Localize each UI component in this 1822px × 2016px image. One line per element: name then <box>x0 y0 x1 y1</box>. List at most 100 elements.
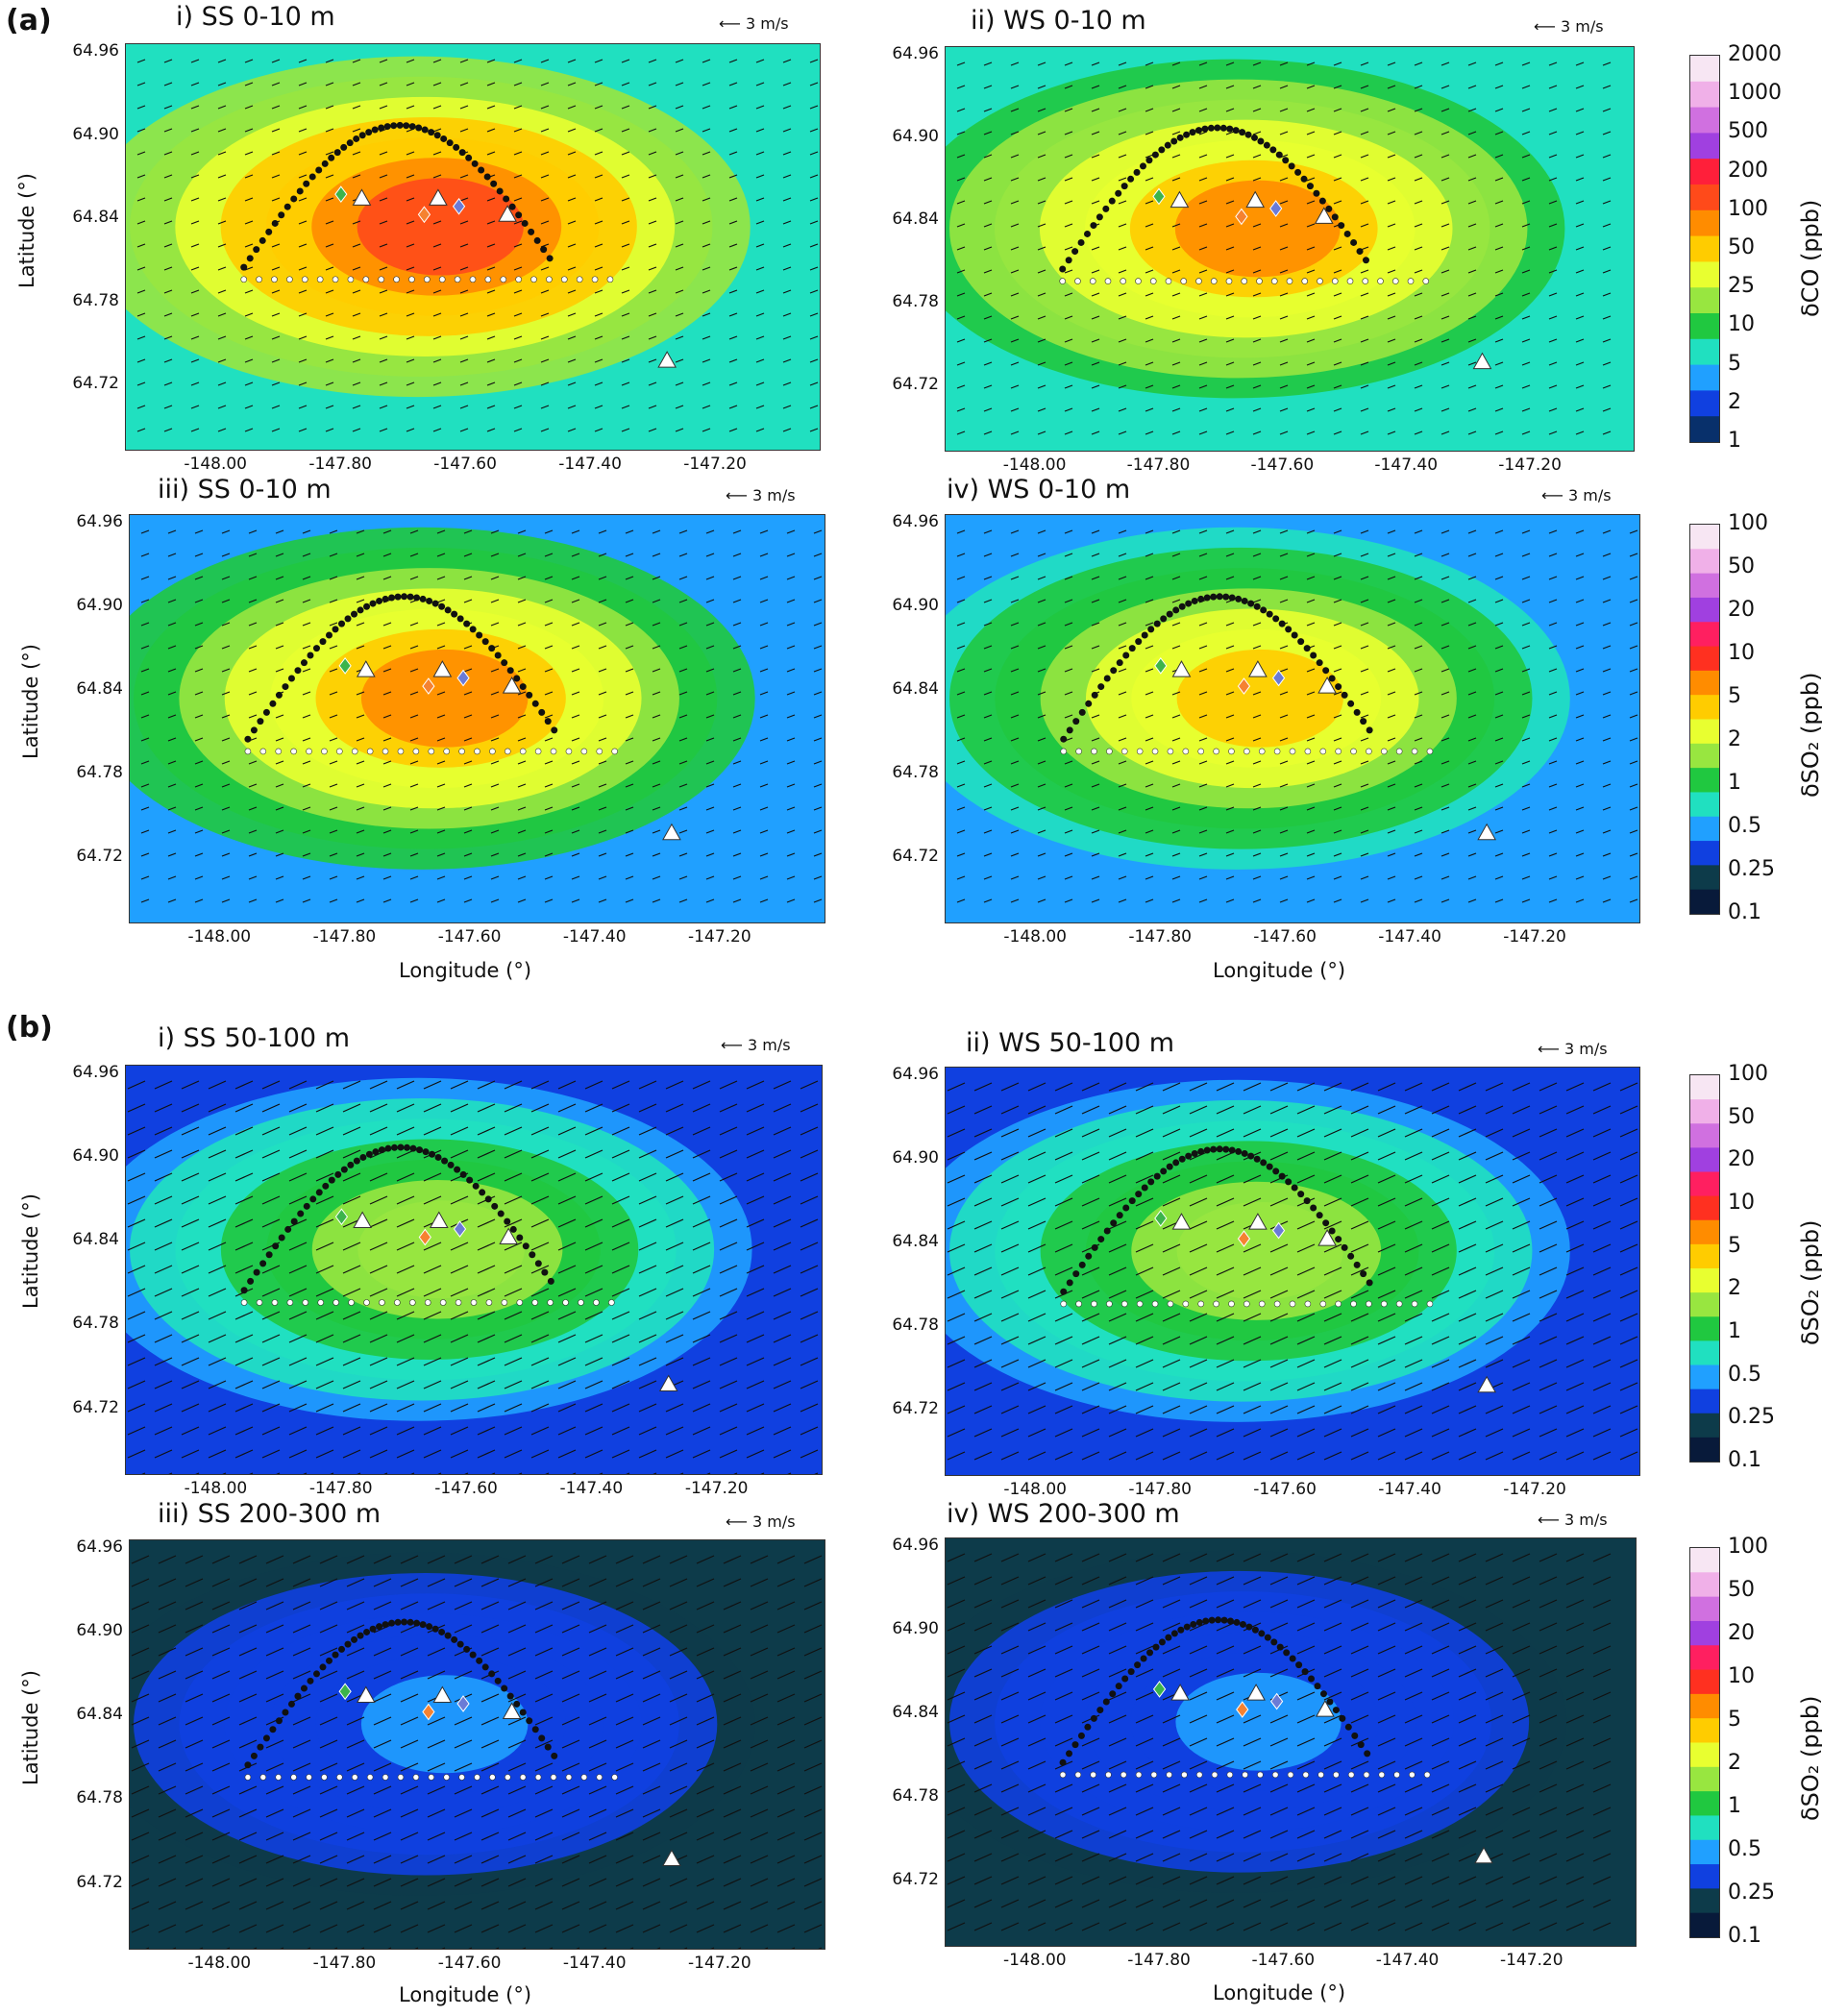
wind-arrow <box>302 852 311 857</box>
wind-arrow <box>181 1334 200 1343</box>
wind-arrow <box>625 714 634 719</box>
wind-arrow <box>1171 61 1181 66</box>
wind-arrow <box>1602 338 1612 343</box>
wind-arrow <box>163 243 173 248</box>
wind-arrow <box>813 829 823 834</box>
wind-arrow <box>561 1855 580 1864</box>
wind-arrow <box>973 1290 993 1299</box>
source-triangle <box>352 188 372 206</box>
wind-arrow <box>665 1242 684 1251</box>
route-point <box>531 700 539 707</box>
wind-arrow <box>588 1785 607 1795</box>
wind-arrow <box>652 645 661 650</box>
wind-arrow <box>561 1785 580 1795</box>
wind-arrow <box>1467 269 1477 274</box>
wind-arrow <box>477 1380 496 1389</box>
wind-arrow <box>1360 645 1369 650</box>
wind-arrow <box>561 1601 580 1610</box>
wind-arrow <box>1565 1082 1585 1092</box>
sampling-route <box>244 1618 618 1781</box>
wind-arrow <box>611 1311 630 1320</box>
route-point <box>1089 278 1096 284</box>
wind-arrow <box>615 1555 634 1564</box>
route-point <box>1239 129 1246 136</box>
wind-arrow <box>732 691 742 696</box>
wind-arrow <box>675 82 684 86</box>
wind-arrow <box>373 1855 392 1864</box>
wind-arrow <box>1118 714 1127 719</box>
route-point <box>1149 278 1157 284</box>
wind-arrow <box>813 875 823 880</box>
wind-arrow <box>356 875 365 880</box>
wind-arrow <box>1296 1220 1316 1230</box>
wind-arrow <box>1414 852 1423 857</box>
wind-arrow <box>1485 1266 1504 1276</box>
wind-arrow <box>947 1128 966 1138</box>
wind-arrow <box>652 529 661 534</box>
wind-arrow <box>1467 430 1477 435</box>
wind-arrow <box>1539 1451 1558 1461</box>
wind-arrow <box>1216 1553 1235 1562</box>
wind-arrow <box>534 1762 554 1772</box>
wind-arrow <box>517 783 527 788</box>
route-point <box>474 748 480 755</box>
wind-arrow <box>567 82 577 86</box>
wind-arrow <box>1539 1405 1558 1414</box>
wind-arrow <box>261 1172 281 1182</box>
colorbar-segment <box>1690 364 1719 391</box>
wind-arrow <box>261 1103 281 1113</box>
wind-arrow <box>719 1288 738 1297</box>
wind-arrow <box>181 1357 200 1366</box>
wind-arrow <box>1010 760 1020 765</box>
wind-arrow <box>1118 829 1127 834</box>
wind-arrow <box>1458 1313 1477 1322</box>
wind-arrow <box>1629 783 1638 788</box>
wind-arrow <box>1414 529 1423 534</box>
route-point <box>290 195 298 203</box>
wind-arrow <box>1592 1336 1612 1345</box>
wind-vectors <box>131 1555 823 1949</box>
wind-arrow <box>265 1901 284 1910</box>
wind-arrow <box>1350 1691 1369 1701</box>
wind-arrow <box>208 1265 227 1274</box>
wind-arrow <box>1512 1807 1531 1816</box>
wind-arrow <box>1602 691 1612 696</box>
route-point <box>578 1299 584 1306</box>
wind-arrow <box>1485 1830 1504 1839</box>
wind-arrow <box>1243 1336 1262 1345</box>
wind-arrow <box>248 622 258 627</box>
wind-arrow <box>486 128 496 133</box>
wind-arrow <box>723 1762 742 1772</box>
wind-arrow <box>480 1855 500 1864</box>
wind-arrow <box>513 405 523 409</box>
wind-arrow <box>786 898 796 903</box>
wind-arrow <box>346 1578 365 1587</box>
wind-arrow <box>611 1080 630 1090</box>
route-point <box>1313 189 1320 197</box>
colorbar-co <box>1689 55 1720 443</box>
wind-arrow <box>1619 1243 1638 1253</box>
wind-arrow <box>1512 1576 1531 1586</box>
wind-arrow <box>463 829 473 834</box>
wind-arrow <box>1162 1737 1181 1747</box>
wind-arrow <box>803 1578 823 1587</box>
route-point <box>519 748 527 755</box>
wind-arrow <box>1458 1082 1477 1092</box>
wind-arrow <box>1135 1853 1154 1862</box>
route-point <box>516 1299 524 1306</box>
wind-arrow <box>1333 691 1342 696</box>
wind-arrow <box>459 335 469 340</box>
wind-arrow <box>423 1403 442 1413</box>
wind-arrow <box>190 105 200 110</box>
wind-arrow <box>732 668 742 673</box>
wind-arrow <box>329 529 338 534</box>
wind-arrow <box>1602 645 1612 650</box>
route-point <box>382 1774 389 1781</box>
wind-arrow <box>973 1576 993 1586</box>
wind-arrow <box>1189 1668 1208 1678</box>
wind-arrow <box>1216 1876 1235 1885</box>
wind-arrow <box>1387 875 1396 880</box>
wind-arrow <box>504 1080 523 1090</box>
wind-arrow <box>1306 108 1316 112</box>
wind-arrow <box>1467 223 1477 228</box>
